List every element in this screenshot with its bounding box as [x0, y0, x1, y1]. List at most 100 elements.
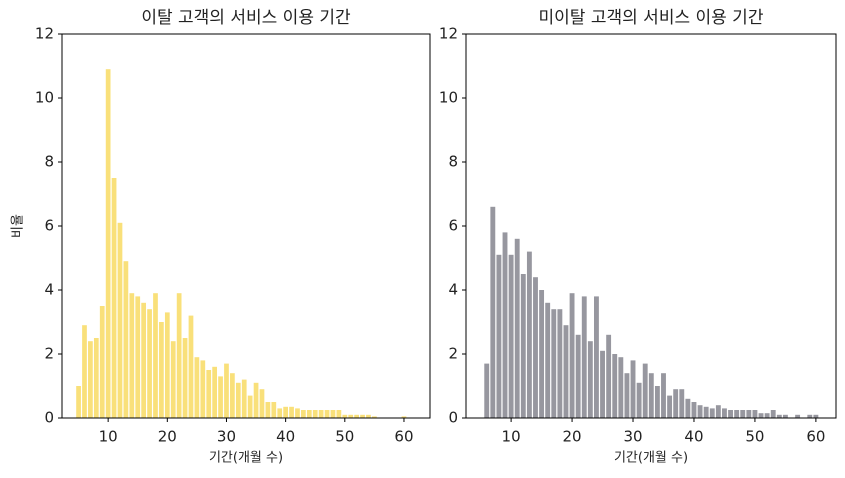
bar — [271, 402, 277, 418]
y-tick-label: 4 — [44, 281, 54, 299]
bar — [575, 334, 581, 418]
bar — [679, 389, 685, 418]
y-tick-label: 6 — [44, 217, 54, 235]
bar — [673, 389, 679, 418]
x-tick-label: 10 — [99, 428, 118, 446]
bar — [182, 338, 188, 418]
y-tick-label: 10 — [35, 89, 54, 107]
bar — [82, 325, 87, 418]
bar — [188, 315, 194, 418]
bar — [141, 302, 147, 418]
bar — [164, 312, 170, 418]
y-tick-label: 10 — [439, 89, 458, 107]
bar — [795, 414, 801, 418]
bar — [569, 293, 575, 418]
x-tick-label: 60 — [806, 428, 825, 446]
bar — [330, 410, 336, 418]
x-tick-label: 20 — [563, 428, 582, 446]
bar — [170, 341, 176, 418]
bar — [520, 274, 526, 418]
bar — [722, 408, 727, 418]
bar — [360, 414, 365, 418]
bar — [306, 410, 312, 418]
bar — [661, 373, 666, 418]
bar — [557, 309, 563, 418]
y-tick-label: 12 — [439, 25, 458, 43]
bar — [241, 379, 247, 418]
bar — [153, 293, 158, 418]
bar — [484, 363, 490, 418]
bar — [782, 414, 788, 418]
bar — [342, 414, 348, 418]
y-tick-label: 8 — [448, 153, 458, 171]
bar — [194, 357, 200, 418]
bar — [776, 414, 782, 418]
bar — [135, 296, 141, 418]
bar — [514, 238, 520, 418]
y-tick-label: 0 — [448, 409, 458, 427]
bar — [129, 293, 135, 418]
bar — [715, 405, 721, 418]
bar — [648, 373, 654, 418]
bar — [99, 306, 105, 418]
x-axis-label: 기간(개월 수) — [614, 451, 688, 466]
bar — [117, 222, 123, 418]
x-tick-label: 40 — [276, 428, 295, 446]
bar — [490, 206, 496, 418]
bar — [147, 309, 152, 418]
x-tick-label: 30 — [623, 428, 642, 446]
bar — [283, 406, 289, 418]
x-axis-label: 기간(개월 수) — [209, 451, 283, 466]
y-tick-label: 12 — [35, 25, 54, 43]
bar — [93, 338, 99, 418]
bar — [123, 261, 129, 418]
bar — [691, 402, 697, 418]
bar — [624, 373, 630, 418]
bar — [354, 414, 360, 418]
bar — [295, 408, 300, 418]
bar — [752, 410, 758, 418]
bar — [159, 322, 164, 418]
bar — [545, 302, 551, 418]
bar — [758, 413, 764, 418]
bar — [277, 408, 283, 418]
bar — [235, 382, 241, 418]
bar — [76, 386, 81, 418]
y-tick-label: 0 — [44, 409, 54, 427]
bar — [813, 414, 819, 418]
chart-title: 이탈 고객의 서비스 이용 기간 — [141, 8, 351, 28]
bar — [508, 254, 514, 418]
bar — [502, 232, 508, 418]
bar — [551, 309, 557, 418]
bar — [206, 370, 212, 418]
chart-title: 미이탈 고객의 서비스 이용 기간 — [539, 8, 764, 28]
y-tick-label: 2 — [448, 345, 458, 363]
y-tick-label: 6 — [448, 217, 458, 235]
bar — [336, 410, 342, 418]
bar — [348, 414, 354, 418]
bar — [587, 341, 593, 418]
bar — [630, 360, 636, 418]
x-tick-label: 20 — [158, 428, 177, 446]
bar — [259, 389, 265, 418]
bar — [105, 69, 111, 418]
bar — [88, 341, 93, 418]
bar — [618, 357, 624, 418]
bar — [253, 382, 259, 418]
bar — [636, 382, 642, 418]
bar — [728, 410, 733, 418]
x-tick-label: 50 — [335, 428, 354, 446]
bar — [594, 296, 599, 418]
x-tick-label: 40 — [684, 428, 703, 446]
bar — [697, 405, 703, 418]
bar — [764, 413, 770, 418]
bar — [318, 410, 324, 418]
bar — [770, 410, 776, 418]
bar — [324, 410, 330, 418]
bar — [496, 254, 502, 418]
bar — [230, 373, 235, 418]
bar — [612, 354, 618, 418]
bar — [401, 416, 407, 418]
bar — [176, 293, 182, 418]
